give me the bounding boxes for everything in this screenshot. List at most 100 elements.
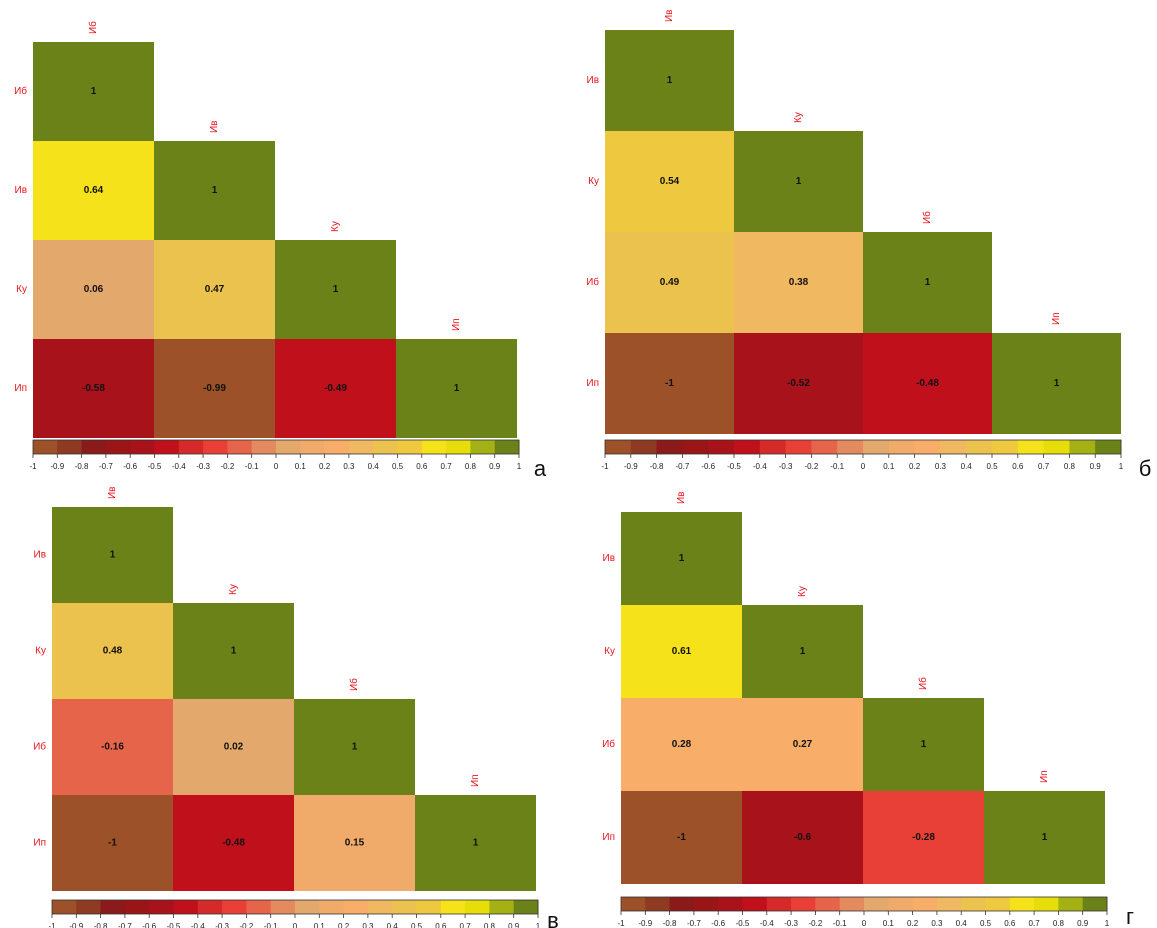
cell	[173, 603, 294, 699]
panel-label: г	[1126, 904, 1134, 928]
colorbar-segment	[785, 440, 812, 454]
colorbar-segment	[1095, 440, 1122, 454]
colorbar-tick-label: -0.5	[727, 462, 741, 471]
colorbar-segment	[837, 440, 864, 454]
colorbar-tick-label: 0.2	[907, 919, 919, 928]
cell	[621, 791, 742, 884]
colorbar-segment	[811, 440, 838, 454]
colorbar-segment	[734, 440, 761, 454]
colorbar-tick-label: 0.6	[416, 462, 428, 471]
colorbar-segment	[940, 440, 967, 454]
colorbar-segment	[367, 900, 393, 914]
cell-value: 1	[473, 838, 479, 849]
colorbar-tick-label: -0.2	[240, 922, 254, 928]
colorbar-segment	[197, 900, 223, 914]
colorbar-tick-label: 0.7	[460, 922, 472, 928]
column-label: Ип	[470, 774, 481, 787]
cell	[154, 339, 275, 438]
column-label: Иб	[348, 678, 360, 691]
row-label: Ив	[15, 185, 28, 196]
colorbar-segment	[1069, 440, 1096, 454]
cell-value: 0.15	[345, 838, 365, 849]
column-label: Ку	[797, 586, 808, 597]
cell	[734, 232, 863, 333]
colorbar-tick-label: 0.3	[935, 462, 947, 471]
colorbar-tick-label: 0.5	[411, 922, 423, 928]
colorbar-segment	[465, 900, 490, 914]
colorbar-tick-label: -0.4	[191, 922, 205, 928]
cell-value: 1	[921, 739, 927, 750]
cell	[52, 699, 173, 795]
colorbar-segment	[966, 440, 993, 454]
cell	[52, 507, 173, 603]
cell-value: -1	[665, 378, 674, 389]
colorbar-tick-label: -1	[601, 462, 609, 471]
cell	[275, 240, 396, 339]
cell	[52, 795, 173, 891]
cell-value: 1	[352, 742, 358, 753]
cell	[992, 333, 1121, 434]
colorbar-segment	[421, 440, 447, 454]
colorbar-tick-label: -0.2	[809, 919, 823, 928]
cell	[605, 131, 734, 232]
panel-label: б	[1139, 456, 1152, 481]
colorbar-segment	[912, 897, 938, 911]
cell	[33, 339, 154, 438]
cell-value: 0.27	[793, 739, 813, 750]
colorbar-tick-label: 0.8	[465, 462, 477, 471]
row-label: Ип	[602, 832, 615, 843]
colorbar-segment	[888, 440, 916, 454]
colorbar-segment	[914, 440, 941, 454]
colorbar-tick-label: 0.1	[295, 462, 307, 471]
colorbar-segment	[936, 897, 962, 911]
cell	[294, 795, 415, 891]
colorbar-segment	[605, 440, 632, 454]
row-label: Ип	[33, 838, 46, 849]
colorbar-tick-label: -1	[617, 919, 625, 928]
column-label: Ку	[793, 112, 804, 123]
cell-value: 1	[667, 75, 673, 86]
colorbar-segment	[348, 440, 374, 454]
colorbar-segment	[759, 440, 787, 454]
colorbar-segment	[270, 900, 296, 914]
cell-value: -1	[108, 838, 117, 849]
colorbar-tick-label: -0.6	[123, 462, 137, 471]
cell	[742, 605, 863, 698]
cell-value: 0.38	[789, 277, 809, 288]
colorbar-segment	[742, 897, 768, 911]
colorbar-tick-label: -0.8	[663, 919, 677, 928]
colorbar-tick-label: 0.9	[508, 922, 520, 928]
colorbar-segment	[766, 897, 792, 911]
colorbar-tick-label: 0.1	[883, 462, 895, 471]
cell	[734, 131, 863, 232]
cell-value: 1	[925, 277, 931, 288]
colorbar-tick-label: 0.4	[387, 922, 399, 928]
cell-value: -0.48	[916, 378, 939, 389]
colorbar-segment	[494, 440, 520, 454]
cell-value: 0.47	[205, 284, 225, 295]
colorbar-tick-label: 0.7	[1038, 462, 1050, 471]
colorbar-tick-label: 0.3	[362, 922, 374, 928]
colorbar-tick-label: -0.4	[172, 462, 186, 471]
row-label: Ив	[603, 553, 616, 564]
colorbar-tick-label: -1	[29, 462, 37, 471]
colorbar-segment	[992, 440, 1019, 454]
colorbar-segment	[1058, 897, 1084, 911]
colorbar-segment	[343, 900, 369, 914]
colorbar-segment	[149, 900, 174, 914]
colorbar-tick-label: -0.4	[760, 919, 774, 928]
colorbar-segment	[33, 440, 58, 454]
cell-value: 0.64	[84, 185, 104, 196]
cell	[863, 698, 984, 791]
colorbar-tick-label: -0.2	[805, 462, 819, 471]
colorbar-tick-label: -0.9	[624, 462, 638, 471]
colorbar-segment	[324, 440, 350, 454]
row-label: Ив	[587, 75, 600, 86]
cell-value: 0.48	[103, 646, 123, 657]
colorbar-tick-label: 0.2	[319, 462, 331, 471]
column-label: Ип	[1051, 312, 1062, 325]
colorbar-tick-label: -0.4	[753, 462, 767, 471]
colorbar-tick-label: 0.1	[883, 919, 895, 928]
column-label: Иб	[917, 677, 929, 690]
row-label: Ку	[35, 646, 46, 657]
